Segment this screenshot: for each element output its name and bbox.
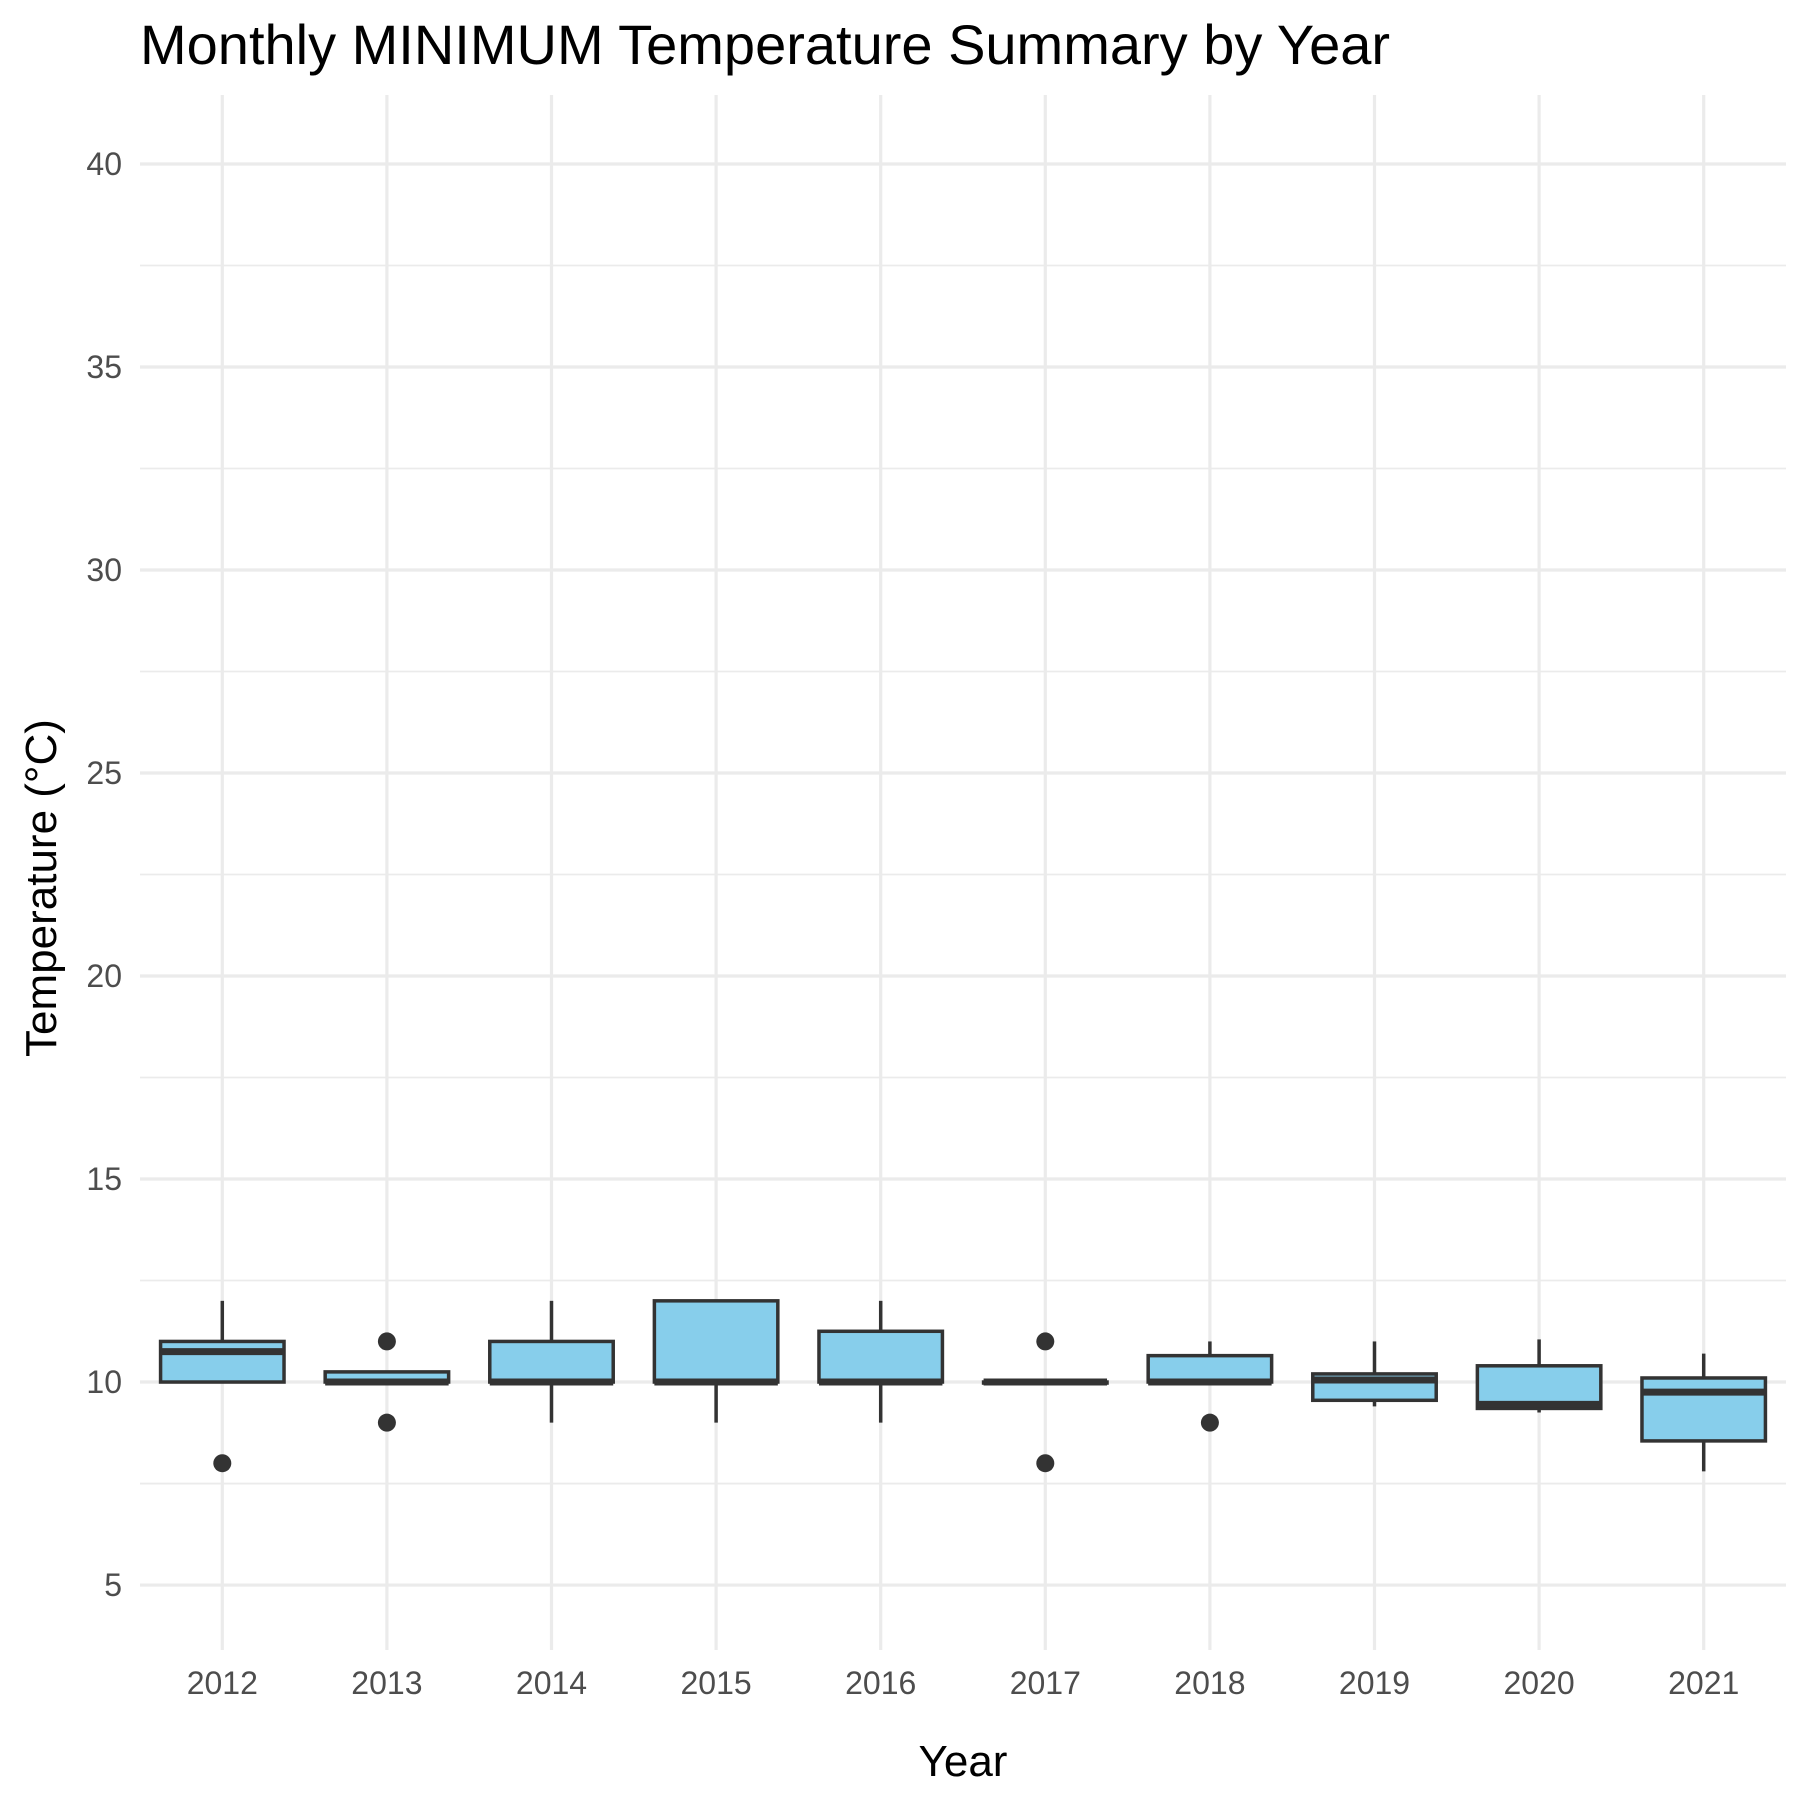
outlier-point: [377, 1332, 396, 1351]
outlier-point: [1036, 1332, 1055, 1351]
box-2014: [488, 1300, 615, 1423]
iqr-box: [1146, 1353, 1274, 1384]
box-2018: [1146, 1341, 1274, 1432]
x-tick-label: 2013: [351, 1665, 422, 1701]
y-tick-label: 10: [86, 1364, 122, 1400]
x-tick-label: 2016: [845, 1665, 916, 1701]
outlier-point: [1036, 1454, 1055, 1473]
x-tick-label: 2012: [187, 1665, 258, 1701]
box-2017: [981, 1332, 1109, 1473]
y-tick-label: 30: [86, 552, 122, 588]
box-2013: [323, 1332, 451, 1432]
outlier-point: [1200, 1413, 1219, 1432]
x-tick-label: 2018: [1174, 1665, 1245, 1701]
box-2020: [1475, 1339, 1603, 1413]
y-tick-label: 15: [86, 1161, 122, 1197]
box-2021: [1640, 1353, 1768, 1472]
iqr-box: [158, 1339, 286, 1384]
y-tick-label: 40: [86, 146, 122, 182]
box-2019: [1311, 1341, 1438, 1407]
x-tick-label: 2021: [1668, 1665, 1739, 1701]
box-2015: [652, 1299, 780, 1423]
box-2016: [817, 1300, 945, 1423]
y-tick-label: 20: [86, 958, 122, 994]
x-axis-ticks: 2012 2013 2014 2015 2016 2017 2018 2019 2020 2021: [187, 1665, 1740, 1701]
x-tick-label: 2019: [1339, 1665, 1410, 1701]
y-tick-label: 25: [86, 755, 122, 791]
box-2012: [158, 1300, 286, 1473]
outlier-point: [377, 1413, 396, 1432]
iqr-box: [817, 1329, 945, 1384]
iqr-box: [488, 1339, 615, 1384]
iqr-box: [1640, 1376, 1768, 1443]
y-tick-label: 35: [86, 349, 122, 385]
boxes: [158, 1299, 1768, 1473]
x-axis-title: Year: [919, 1737, 1008, 1786]
iqr-box: [652, 1299, 780, 1384]
y-tick-label: 5: [104, 1567, 122, 1603]
x-tick-label: 2017: [1010, 1665, 1081, 1701]
x-tick-label: 2015: [681, 1665, 752, 1701]
y-axis-ticks: 5 10 15 20 25 30 35 40: [86, 146, 122, 1603]
outlier-point: [213, 1454, 232, 1473]
chart-title: Monthly MINIMUM Temperature Summary by Y…: [140, 13, 1390, 76]
y-axis-title: Temperature (°C): [17, 719, 66, 1057]
x-tick-label: 2020: [1504, 1665, 1575, 1701]
x-tick-label: 2014: [516, 1665, 587, 1701]
